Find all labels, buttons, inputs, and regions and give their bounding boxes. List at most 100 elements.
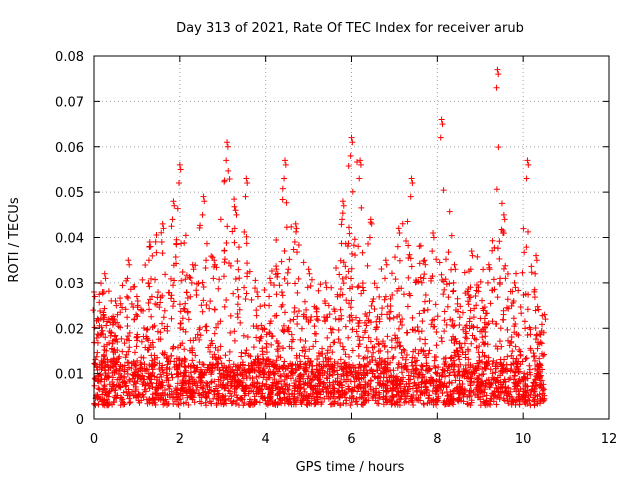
data-point — [166, 385, 173, 392]
data-point — [255, 373, 262, 380]
data-point — [231, 225, 238, 232]
data-point — [201, 198, 208, 205]
data-point — [181, 239, 188, 246]
data-point — [525, 161, 532, 168]
data-point — [212, 261, 219, 268]
data-point — [364, 354, 371, 361]
data-point — [444, 303, 451, 310]
data-point — [467, 361, 474, 368]
data-point — [168, 371, 175, 378]
data-point — [425, 395, 432, 402]
data-point — [425, 350, 432, 357]
data-point — [184, 308, 191, 315]
data-point — [255, 355, 262, 362]
data-point — [473, 367, 480, 374]
data-point — [280, 371, 287, 377]
data-point — [348, 134, 355, 141]
data-point — [155, 336, 162, 343]
data-point — [303, 306, 310, 313]
data-point — [466, 393, 473, 400]
data-point — [174, 205, 181, 212]
data-point — [524, 306, 531, 313]
data-point — [208, 253, 215, 260]
data-point — [497, 325, 504, 332]
data-point — [234, 314, 241, 321]
data-point — [492, 343, 499, 350]
data-point — [307, 282, 314, 289]
data-point — [454, 300, 461, 307]
data-point — [392, 335, 399, 342]
data-point — [203, 257, 210, 264]
data-point — [496, 255, 503, 262]
data-point — [403, 352, 410, 359]
data-point — [376, 341, 383, 348]
data-point — [350, 387, 357, 394]
data-point — [419, 390, 426, 397]
data-point — [340, 346, 347, 353]
data-point — [293, 355, 300, 362]
data-point — [114, 392, 121, 399]
data-point — [388, 337, 395, 344]
data-point — [185, 316, 192, 323]
data-point — [140, 394, 147, 401]
data-point — [115, 371, 122, 378]
data-point — [263, 331, 270, 338]
data-point — [473, 336, 480, 343]
data-point — [349, 139, 356, 146]
data-point — [224, 223, 231, 230]
data-point — [268, 333, 275, 340]
data-point — [518, 310, 525, 317]
data-point — [297, 358, 304, 365]
data-point — [337, 402, 344, 409]
data-point — [450, 390, 457, 397]
data-point — [145, 337, 152, 344]
data-point — [305, 266, 312, 273]
data-point — [350, 242, 357, 249]
data-point — [347, 152, 354, 159]
data-point — [365, 334, 372, 341]
data-point — [142, 261, 149, 268]
data-point — [207, 298, 214, 305]
data-point — [182, 276, 189, 283]
data-point — [481, 315, 488, 322]
data-point — [541, 392, 548, 399]
data-point — [384, 378, 391, 385]
data-point — [446, 363, 453, 370]
data-point — [198, 370, 205, 377]
data-point — [416, 260, 423, 267]
data-point — [179, 340, 186, 347]
data-point — [154, 374, 161, 381]
data-point — [134, 298, 141, 305]
data-point — [402, 395, 409, 402]
data-point — [445, 400, 452, 407]
data-point — [223, 239, 230, 246]
data-point — [349, 283, 356, 290]
data-point — [182, 300, 189, 307]
data-point — [218, 360, 225, 367]
data-point — [199, 385, 206, 392]
data-point — [443, 321, 450, 328]
data-point — [221, 259, 228, 266]
data-point — [223, 297, 230, 304]
data-point — [297, 375, 304, 382]
data-point — [104, 396, 111, 403]
data-point — [125, 348, 132, 355]
data-point — [177, 396, 184, 403]
data-point — [500, 361, 507, 368]
data-point — [206, 398, 213, 405]
data-point — [347, 304, 354, 311]
data-point — [179, 269, 186, 276]
data-point — [121, 368, 128, 375]
data-point — [318, 399, 325, 406]
data-point — [156, 382, 163, 389]
data-point — [192, 334, 199, 341]
data-point — [460, 393, 467, 400]
data-point — [418, 346, 425, 353]
data-point — [496, 238, 503, 245]
data-point — [300, 311, 307, 318]
data-point — [289, 368, 296, 375]
data-point — [339, 198, 346, 205]
data-point — [148, 313, 155, 320]
data-point — [485, 358, 492, 365]
data-point — [137, 376, 144, 383]
